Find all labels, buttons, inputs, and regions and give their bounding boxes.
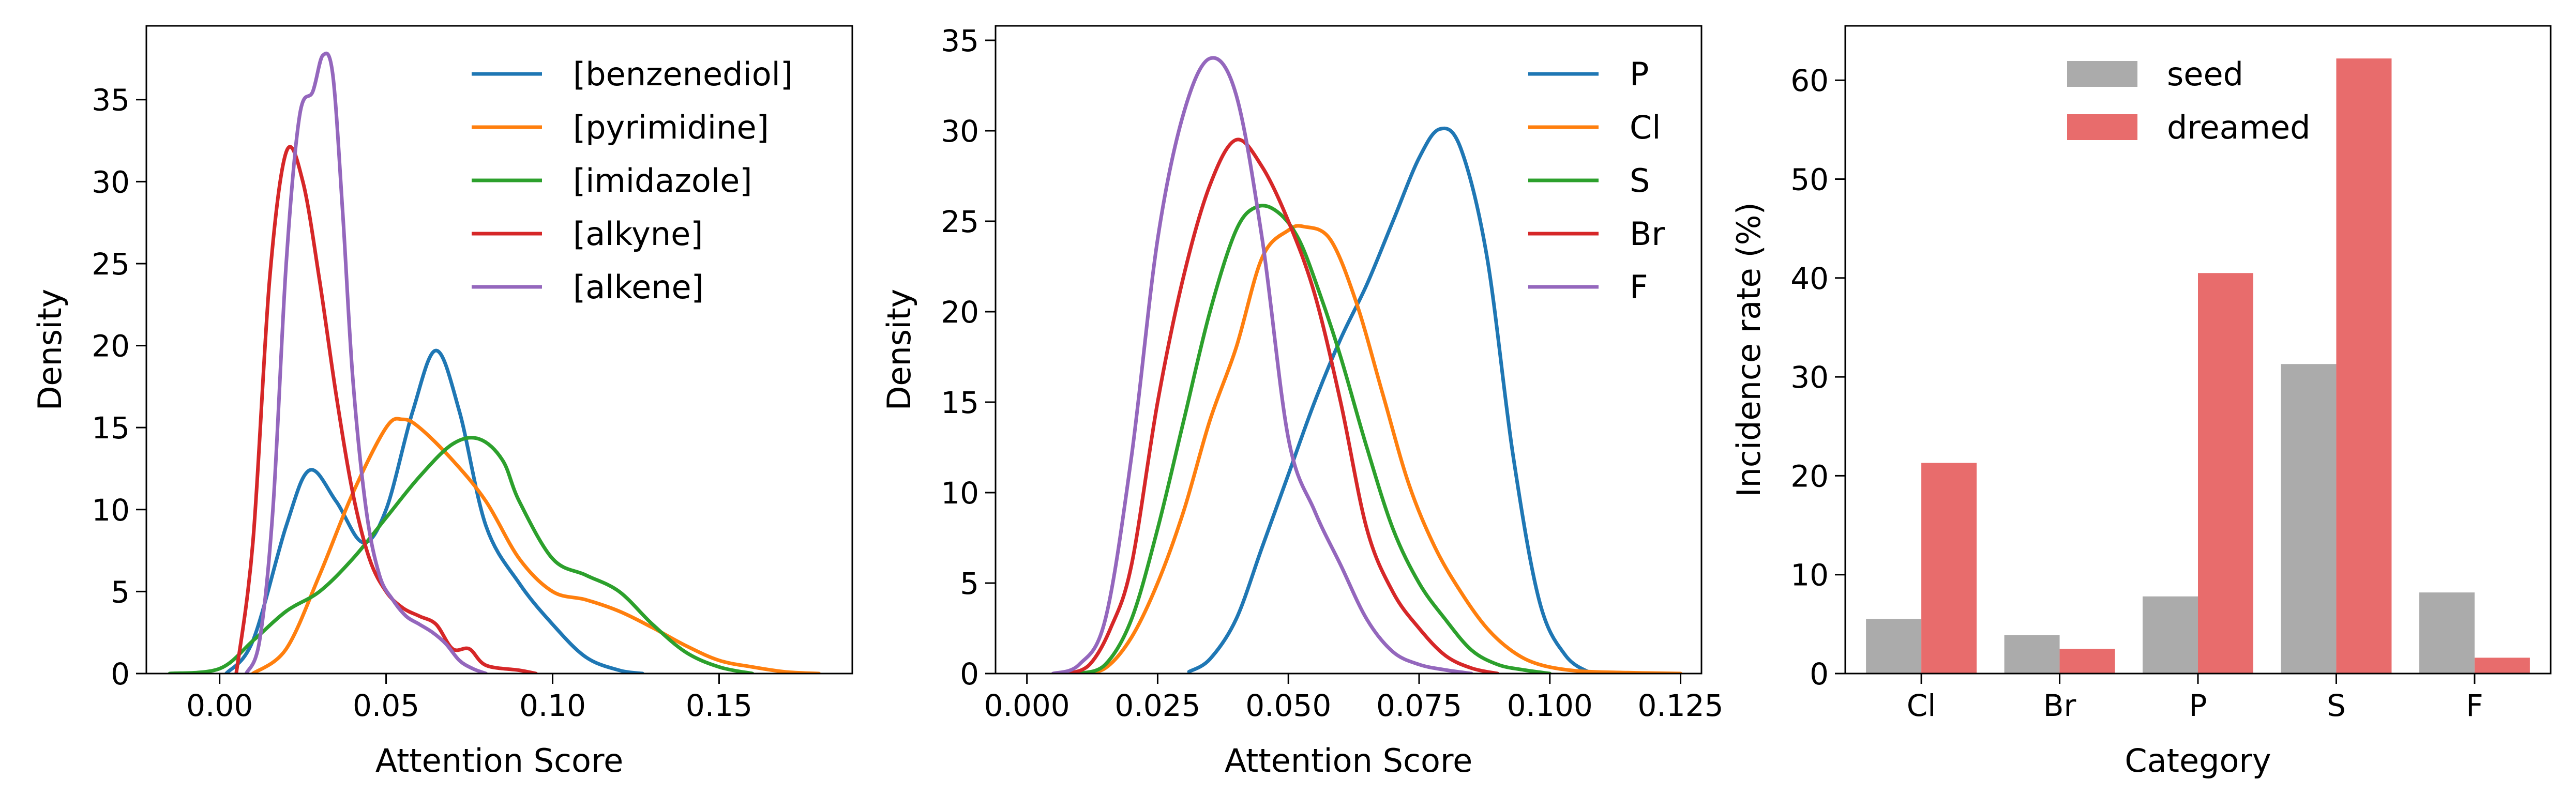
plot-frame (145, 25, 853, 675)
y-tick-label: 5 (111, 574, 130, 609)
x-tick-label: 0.025 (1114, 688, 1200, 723)
bar-dreamed-cl (1921, 463, 1977, 674)
kde-chart-halogens: 0 5 10 15 20 25 30 35 0.000 0.025 0.050 0.075 0.100 0… (880, 23, 1724, 780)
bar-seed-cl (1866, 619, 1922, 674)
kde-line-imidazole (168, 436, 755, 674)
bar-seed-s (2281, 364, 2337, 674)
y-tick-label: 30 (941, 114, 979, 149)
y-tick-label: 5 (960, 566, 979, 601)
kde-line-p (1187, 126, 1594, 674)
kde-line-f (1051, 56, 1473, 674)
legend-label-br: Br (1630, 215, 1665, 253)
kde-line-alkene (244, 51, 488, 674)
x-axis-label: Attention Score (1225, 742, 1473, 780)
kde-line-benzenediol (224, 348, 644, 674)
legend: P Cl S Br F (1528, 55, 1665, 306)
y-axis-label: Density (880, 289, 918, 411)
legend: [benzenediol] [pyrimidine] [imidazole] [alk… (472, 55, 793, 306)
bar-seed-br (2004, 635, 2060, 674)
kde-line-pyrimidine (251, 417, 821, 674)
x-tick-label: 0.05 (353, 688, 419, 723)
x-tick-label-br: Br (2043, 688, 2076, 723)
legend-label-alkene: [alkene] (573, 268, 704, 306)
y-tick-label: 15 (941, 385, 979, 420)
y-tick-label: 25 (92, 247, 130, 282)
legend-label-s: S (1630, 162, 1650, 200)
y-tick-label: 10 (1790, 558, 1829, 593)
x-tick-label-cl: Cl (1907, 688, 1936, 723)
bar-dreamed-br (2059, 649, 2115, 674)
legend-label-cl: Cl (1630, 109, 1661, 146)
x-tick-label: 0.125 (1638, 688, 1724, 723)
y-axis-label: Density (31, 289, 69, 411)
series-lines (1051, 56, 1683, 674)
x-tick-label-s: S (2327, 688, 2346, 723)
y-tick-label: 20 (1790, 459, 1829, 494)
x-tick-label-p: P (2189, 688, 2207, 723)
y-axis-label: Incidence rate (%) (1730, 202, 1768, 497)
y-tick-label: 35 (92, 83, 130, 118)
legend-label-imidazole: [imidazole] (573, 162, 752, 200)
kde-line-br (1067, 137, 1500, 674)
legend: seed dreamed (2067, 55, 2311, 146)
y-tick-label: 50 (1790, 162, 1829, 197)
y-tick-label: 15 (92, 410, 130, 446)
x-tick-label: 0.100 (1507, 688, 1593, 723)
y-tick-label: 30 (92, 164, 130, 200)
y-tick-label: 20 (92, 329, 130, 364)
y-tick-label: 0 (1810, 656, 1829, 692)
y-tick-label: 35 (941, 23, 979, 58)
x-tick-label: 0.00 (186, 688, 253, 723)
y-tick-label: 0 (960, 656, 979, 692)
x-tick-label: 0.075 (1376, 688, 1462, 723)
y-tick-label: 30 (1790, 360, 1829, 395)
x-tick-label: 0.000 (984, 688, 1070, 723)
y-tick-label: 20 (941, 295, 979, 330)
x-tick-label-f: F (2466, 688, 2483, 723)
x-tick-label: 0.050 (1245, 688, 1331, 723)
kde-line-cl (1077, 224, 1683, 674)
kde-line-alkyne (234, 145, 538, 674)
kde-line-s (1077, 204, 1552, 674)
series-lines (168, 51, 821, 674)
bar-dreamed-f (2474, 658, 2530, 674)
y-tick-label: 10 (92, 493, 130, 528)
plot-frame (995, 25, 1703, 675)
y-tick-label: 10 (941, 476, 979, 511)
legend-label-seed: seed (2167, 55, 2243, 93)
y-tick-label: 25 (941, 204, 979, 239)
bar-dreamed-s (2336, 58, 2392, 674)
legend-label-benzenediol: [benzenediol] (573, 55, 793, 93)
y-tick-label: 60 (1790, 63, 1829, 98)
kde-chart-functional-groups: 0 5 10 15 20 25 30 35 0.00 0.05 0.10 0.15 Attention … (31, 25, 853, 780)
x-tick-label: 0.15 (686, 688, 752, 723)
bars (1866, 58, 2530, 674)
bar-seed-f (2419, 592, 2475, 674)
x-axis-label: Category (2125, 742, 2271, 780)
legend-label-alkyne: [alkyne] (573, 215, 703, 253)
y-tick-label: 0 (111, 656, 130, 692)
bar-dreamed-p (2198, 273, 2253, 674)
legend-swatch-seed (2067, 61, 2137, 87)
legend-label-f: F (1630, 268, 1648, 306)
legend-label-pyrimidine: [pyrimidine] (573, 109, 769, 146)
legend-label-dreamed: dreamed (2167, 109, 2311, 146)
x-axis-label: Attention Score (375, 742, 624, 780)
bar-seed-p (2143, 596, 2198, 674)
legend-label-p: P (1630, 55, 1649, 93)
y-tick-label: 40 (1790, 261, 1829, 296)
legend-swatch-dreamed (2067, 114, 2137, 140)
x-tick-label: 0.10 (519, 688, 586, 723)
bar-chart-incidence-rate: Cl Br P S F 0 10 20 30 40 50 60 Category Incidence ra… (1730, 25, 2552, 780)
